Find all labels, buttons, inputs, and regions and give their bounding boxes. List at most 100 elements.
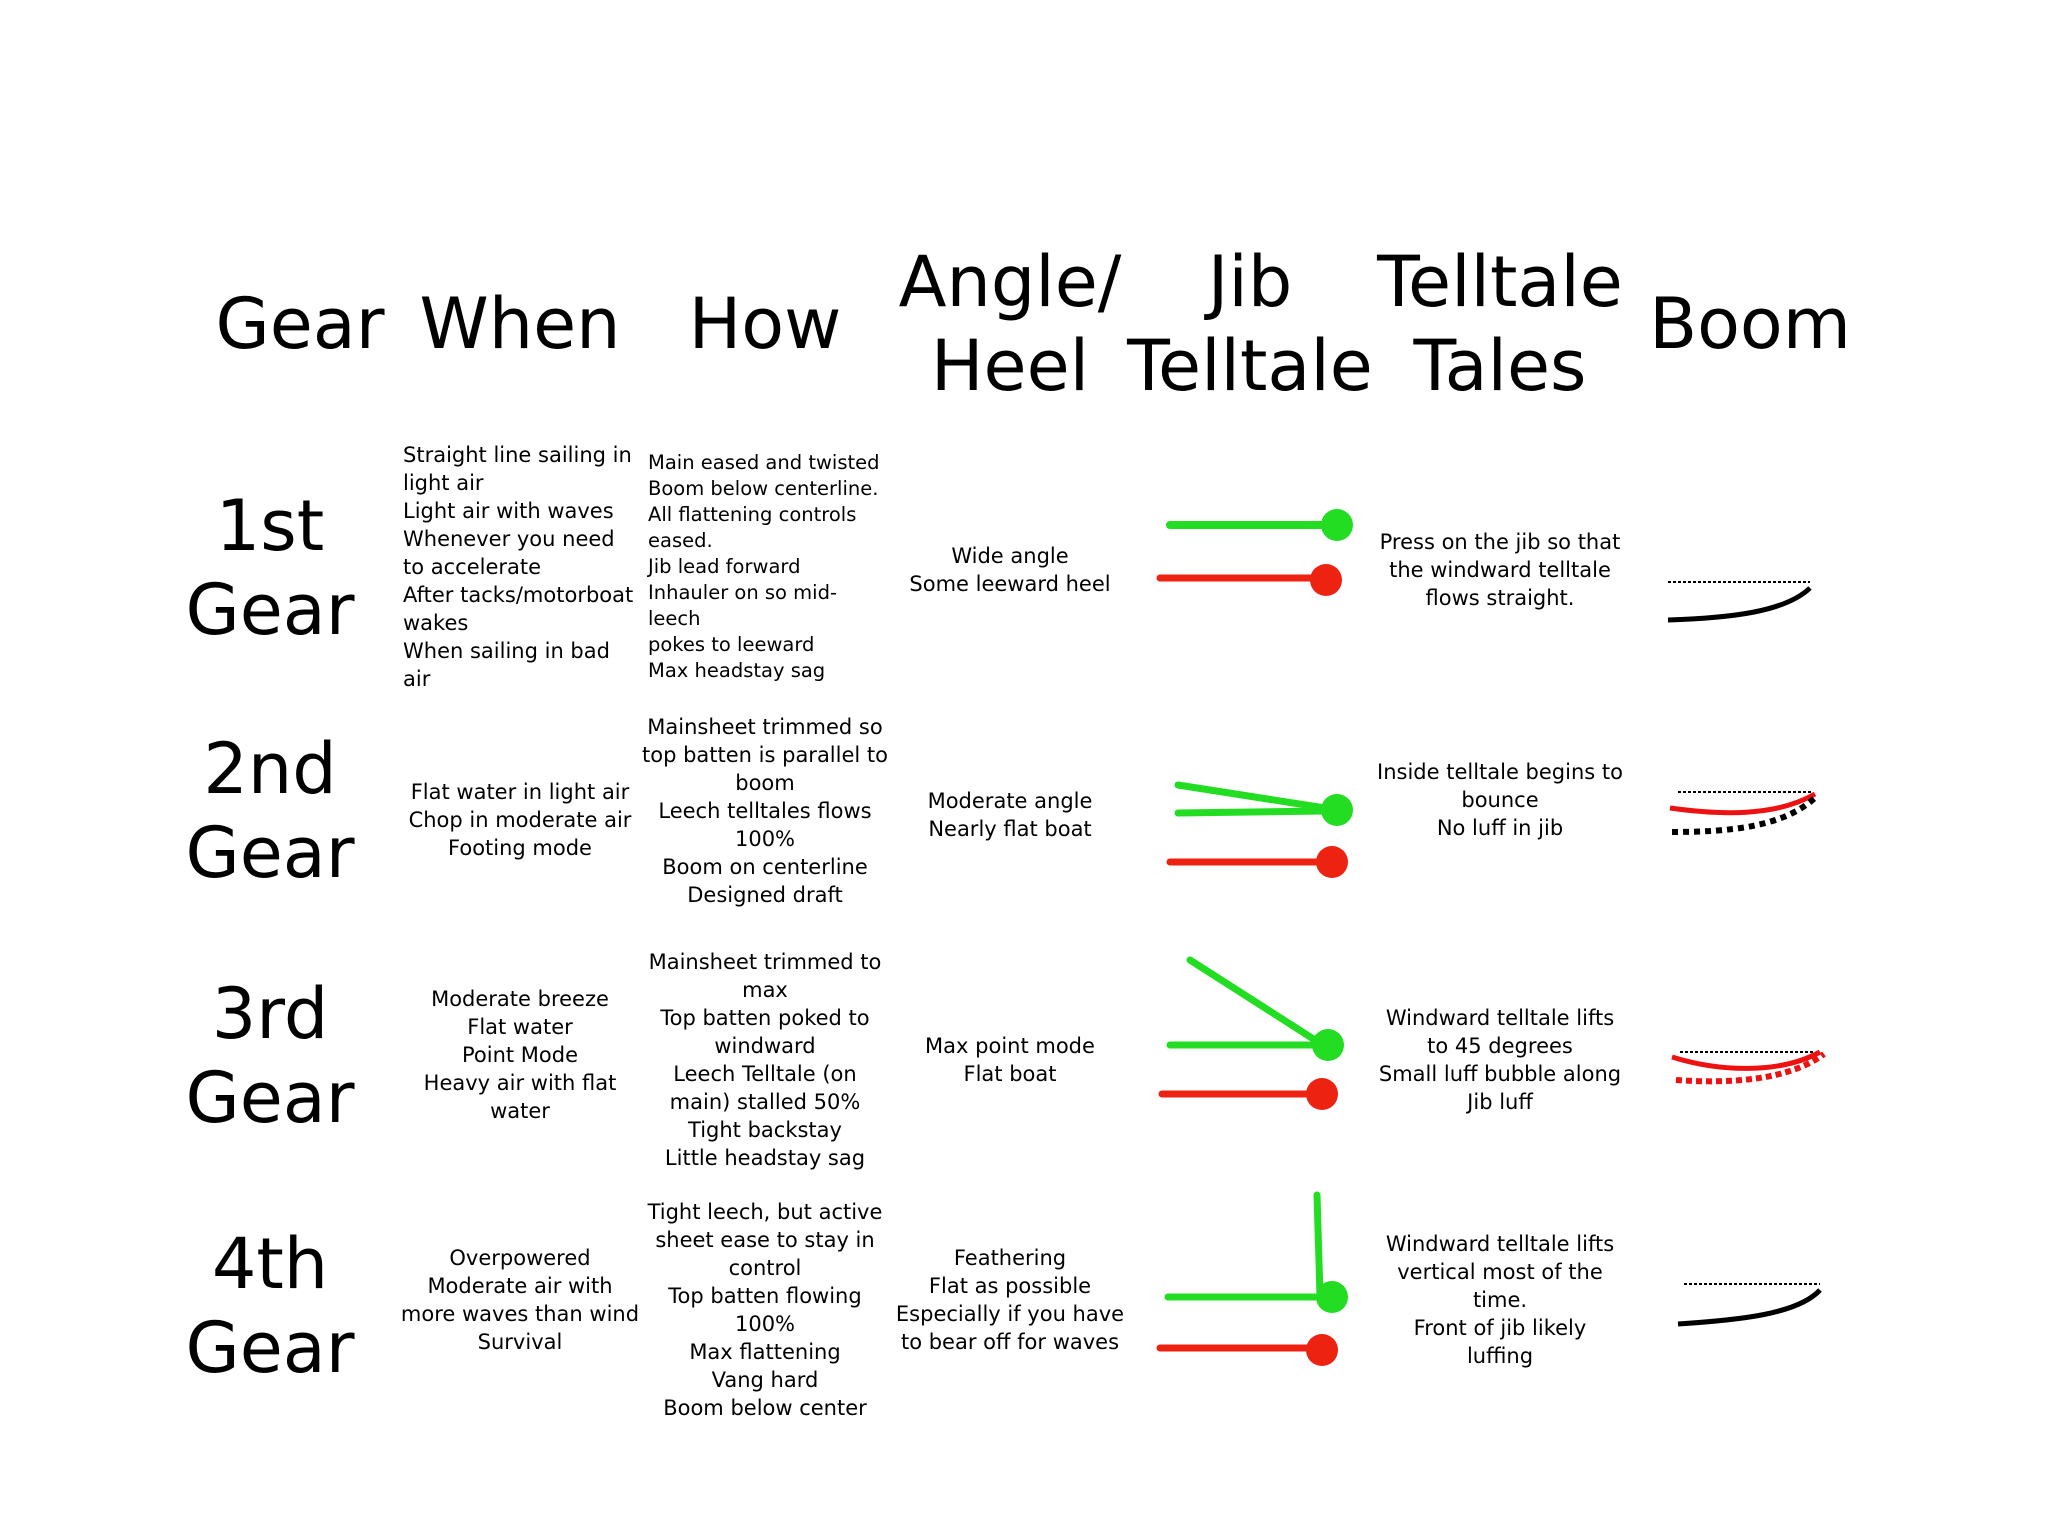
text-line: Press on the jib so that: [1379, 530, 1621, 554]
text-line: Inhauler on so mid-leech: [648, 581, 838, 630]
when-cell-1: Straight line sailing in light air Light a…: [403, 443, 643, 691]
text-line: Leech Telltale (on: [673, 1062, 857, 1086]
text-line: pokes to leeward: [648, 633, 815, 656]
gear-label-4: 4th Gear: [185, 1223, 355, 1389]
text-line: Small luff bubble along: [1378, 1062, 1622, 1086]
text-line: to accelerate: [403, 555, 542, 579]
text-line: Boom below centerline.: [648, 477, 879, 500]
tales-cell-4: Windward telltale lifts vertical most of …: [1360, 1210, 1640, 1390]
tales-cell-1: Press on the jib so that the windward tel…: [1360, 500, 1640, 640]
gear-label-2: 2nd Gear: [185, 728, 355, 894]
text-line: Front of jib likely: [1413, 1316, 1587, 1340]
text-line: No luff in jib: [1436, 816, 1564, 840]
header-how: How: [688, 283, 842, 365]
text-line: Some leeward heel: [909, 572, 1111, 596]
text-line: sheet ease to stay in: [655, 1228, 875, 1252]
text-line: Top batten flowing: [668, 1284, 862, 1308]
text-line: Flat boat: [963, 1062, 1057, 1086]
header-angle-heel: Angle/ Heel: [898, 241, 1122, 407]
text-line: eased.: [648, 529, 713, 552]
tales-cell-2: Inside telltale begins to bounce No luff i…: [1360, 730, 1640, 870]
jib-telltale-icon: [1158, 956, 1344, 1110]
text-line: windward: [714, 1034, 816, 1058]
text-line: Moderate air with: [427, 1274, 613, 1298]
text-line: Top batten poked to: [660, 1006, 870, 1030]
text-line: Point Mode: [461, 1043, 579, 1067]
gear-label-1: 1st Gear: [185, 485, 355, 651]
when-cell-3: Moderate breeze Flat water Point Mode Heavy…: [400, 955, 640, 1155]
angle-cell-4: Feathering Flat as possible Especially if …: [880, 1220, 1140, 1380]
text-line: When sailing in bad air: [403, 639, 610, 691]
text-line: Boom on centerline: [662, 855, 868, 879]
text-line: max: [742, 978, 788, 1002]
text-line: Light air with waves: [403, 499, 614, 523]
how-cell-4: Tight leech, but active sheet ease to sta…: [640, 1190, 890, 1430]
text-line: Feathering: [953, 1246, 1067, 1270]
text-line: light air: [403, 471, 484, 495]
text-line: main) stalled 50%: [669, 1090, 861, 1114]
text-line: time.: [1472, 1288, 1528, 1312]
text-line: 100%: [734, 827, 796, 851]
text-line: Whenever you need: [403, 527, 615, 551]
angle-cell-1: Wide angle Some leeward heel: [880, 500, 1140, 640]
text-line: Heavy air with flat: [423, 1071, 617, 1095]
header-telltale-tales: Telltale Tales: [1377, 241, 1623, 407]
text-line: Overpowered: [449, 1246, 591, 1270]
text-line: Especially if you have: [895, 1302, 1125, 1326]
text-line: the windward telltale: [1389, 558, 1611, 582]
text-line: Moderate angle: [927, 789, 1093, 813]
text-line: Flat as possible: [928, 1274, 1092, 1298]
text-line: boom: [735, 771, 795, 795]
text-line: Max flattening: [689, 1340, 841, 1364]
text-line: Leech telltales flows: [658, 799, 872, 823]
text-line: Tight backstay: [688, 1118, 842, 1142]
text-line: Tight leech, but active: [647, 1200, 883, 1224]
boom-curve-icon: [1667, 581, 1812, 623]
text-line: Designed draft: [687, 883, 843, 907]
text-line: Mainsheet trimmed to: [648, 950, 882, 974]
header-when: When: [419, 283, 621, 365]
text-line: Jib lead forward: [648, 555, 801, 578]
how-cell-1: Main eased and twisted Boom below centerl…: [648, 451, 888, 682]
text-line: Chop in moderate air: [408, 808, 632, 832]
text-line: bounce: [1461, 788, 1539, 812]
boom-curve-icon: [1677, 1283, 1822, 1327]
jib-telltale-icon: [1156, 1191, 1348, 1366]
boom-curve-icon: [1669, 791, 1820, 835]
text-line: Flat water: [467, 1015, 573, 1039]
text-line: After tacks/motorboat: [403, 583, 634, 607]
angle-cell-3: Max point mode Flat boat: [880, 990, 1140, 1130]
text-line: Max point mode: [925, 1034, 1095, 1058]
text-line: Little headstay sag: [664, 1146, 866, 1170]
how-cell-2: Mainsheet trimmed so top batten is parall…: [640, 706, 890, 916]
jib-telltale-icon: [1156, 509, 1353, 596]
header-gear: Gear: [215, 283, 385, 365]
text-line: Straight line sailing in: [403, 443, 632, 467]
text-line: flows straight.: [1425, 586, 1575, 610]
when-cell-4: Overpowered Moderate air with more waves t…: [400, 1200, 640, 1400]
text-line: 100%: [734, 1312, 796, 1336]
boom-curve-icon: [1671, 1049, 1826, 1085]
jib-telltale-icon: [1166, 781, 1353, 878]
text-line: Mainsheet trimmed so: [647, 715, 883, 739]
angle-cell-2: Moderate angle Nearly flat boat: [880, 745, 1140, 885]
text-line: Jib luff: [1467, 1090, 1533, 1114]
text-line: Main eased and twisted: [648, 451, 880, 474]
how-cell-3: Mainsheet trimmed to max Top batten poked …: [640, 940, 890, 1180]
text-line: Windward telltale lifts: [1385, 1232, 1615, 1256]
text-line: Inside telltale begins to: [1377, 760, 1623, 784]
text-line: Flat water in light air: [410, 780, 630, 804]
text-line: Windward telltale lifts: [1385, 1006, 1615, 1030]
text-line: top batten is parallel to: [642, 743, 888, 767]
header-jib-telltale: Jib Telltale: [1127, 241, 1373, 407]
text-line: more waves than wind: [400, 1302, 640, 1326]
text-line: Wide angle: [951, 544, 1069, 568]
text-line: control: [728, 1256, 802, 1280]
text-line: Max headstay sag: [648, 659, 826, 682]
when-cell-2: Flat water in light air Chop in moderate …: [400, 720, 640, 920]
text-line: Vang hard: [711, 1368, 819, 1392]
text-line: water: [490, 1099, 550, 1123]
text-line: Survival: [477, 1330, 563, 1354]
text-line: All flattening controls: [648, 503, 857, 526]
text-line: luffing: [1466, 1344, 1534, 1368]
